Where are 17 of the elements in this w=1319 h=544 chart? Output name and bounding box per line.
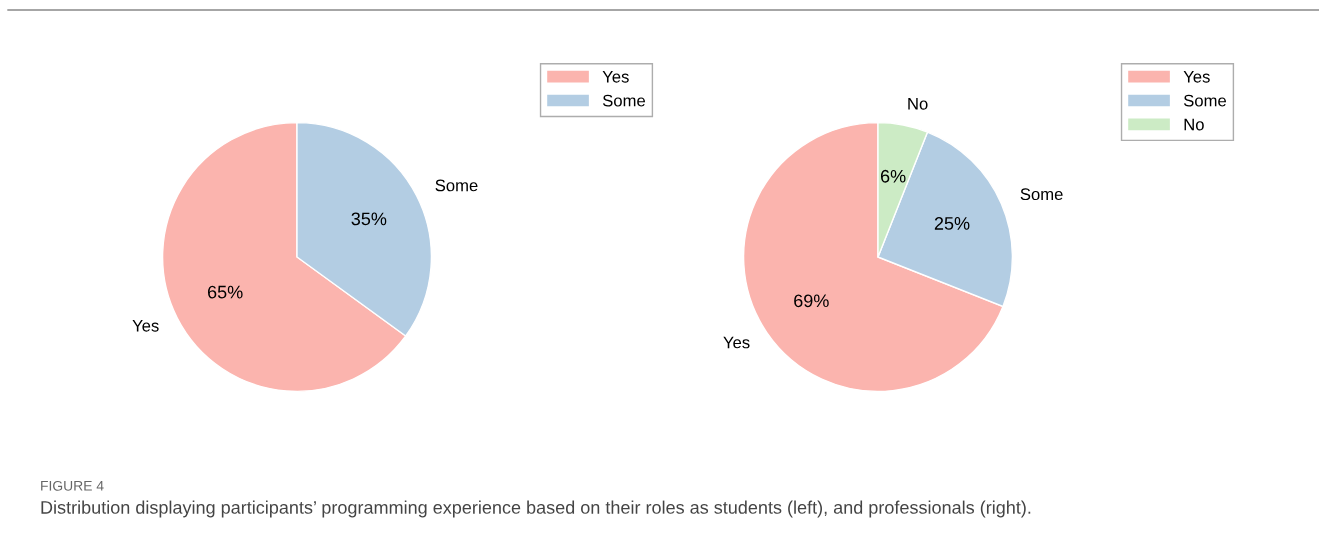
slice-label: Some bbox=[1020, 188, 1063, 201]
legend-label: Yes bbox=[1183, 71, 1210, 83]
legend-label: Yes bbox=[602, 71, 629, 83]
legend-label: Some bbox=[602, 94, 645, 107]
legend-label: No bbox=[1184, 118, 1204, 131]
data-label: 25% bbox=[934, 217, 970, 230]
data-label: 6% bbox=[880, 169, 906, 183]
slice-label: Some bbox=[435, 179, 478, 192]
caption: FIGURE 4 bbox=[41, 480, 104, 491]
slice-label: Yes bbox=[723, 336, 750, 349]
data-label: 35% bbox=[351, 212, 387, 226]
slice-label: Yes bbox=[132, 320, 159, 332]
legend-label: Some bbox=[1183, 94, 1226, 107]
data-label: 65% bbox=[208, 285, 243, 299]
slice-label: No bbox=[908, 98, 928, 110]
text: Distribution displaying participants’ programming experience based on their roles as students (left), and professionals (right). bbox=[41, 500, 1031, 518]
data-label: 69% bbox=[794, 294, 829, 308]
